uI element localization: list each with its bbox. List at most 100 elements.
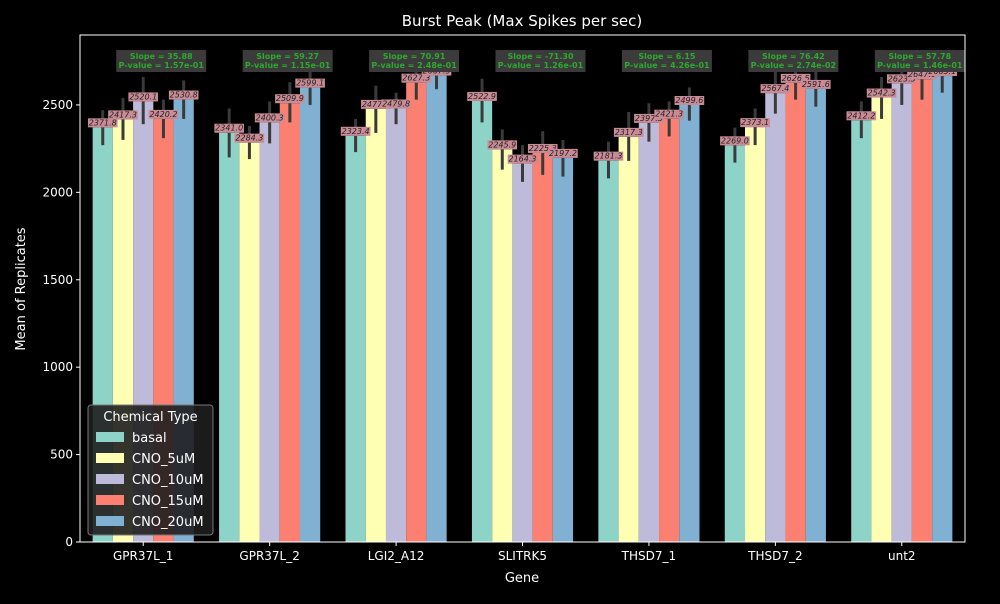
bar-value-label: 2412.2: [847, 111, 875, 120]
y-tick-label: 500: [50, 448, 73, 462]
annotation-text: P-value = 4.26e-01: [624, 61, 710, 70]
bar-value-label: 2420.2: [149, 110, 177, 119]
bar-label-box: [467, 91, 497, 101]
bar-value-label: 2479.8: [382, 99, 410, 108]
bar: [426, 75, 447, 542]
bar: [765, 93, 786, 543]
legend-label: CNO_20uM: [132, 515, 204, 530]
bar-label-box: [234, 133, 265, 143]
bar-value-label: 2530.8: [170, 91, 198, 100]
bar-label-box: [507, 154, 538, 164]
annotation-box: [621, 50, 712, 72]
bar-label-box: [254, 113, 285, 123]
bar: [932, 76, 953, 542]
y-tick-label: 1500: [42, 273, 73, 287]
bar-label-box: [866, 88, 897, 98]
bar-value-label: 2181.3: [594, 152, 622, 161]
bar-label-box: [846, 111, 877, 121]
legend-swatch: [96, 432, 124, 442]
bar-value-label: 2341.0: [215, 124, 243, 133]
annotation-text: Slope = -71.30: [507, 52, 573, 61]
bar: [345, 135, 366, 542]
bar-value-label: 2400.3: [256, 113, 284, 122]
annotation-text: Slope = 6.15: [638, 52, 696, 61]
bar-value-label: 2417.3: [109, 110, 137, 119]
bar-value-label: 2599.1: [296, 79, 324, 88]
bar-value-label: 2284.3: [235, 134, 263, 143]
bar-label-box: [108, 110, 138, 120]
bar-value-label: 2627.3: [402, 74, 430, 83]
legend-label: basal: [132, 431, 167, 446]
bar: [638, 122, 660, 542]
bar-label-box: [613, 127, 644, 137]
bar-value-label: 2371.8: [89, 118, 117, 127]
bar-label-box: [401, 73, 432, 83]
y-tick-label: 2500: [42, 98, 73, 112]
y-axis-label: Mean of Replicates: [14, 227, 29, 350]
bar-value-label: 2397.3: [635, 114, 663, 123]
annotation-text: P-value = 2.48e-01: [371, 61, 457, 70]
annotation-text: Slope = 76.42: [762, 52, 825, 61]
bar-value-label: 2477.4: [362, 100, 390, 109]
bar-value-label: 2317.3: [615, 128, 643, 137]
bar: [598, 160, 619, 542]
annotation-box: [242, 50, 333, 72]
bar-label-box: [214, 123, 244, 133]
bar-label-box: [780, 73, 811, 83]
bar-value-label: 2323.4: [342, 127, 370, 136]
legend-swatch: [96, 474, 124, 484]
y-tick-label: 2000: [42, 185, 73, 199]
legend-label: CNO_5uM: [132, 452, 195, 467]
y-tick-label: 1000: [42, 360, 73, 374]
bar-label-box: [740, 118, 770, 128]
bar: [219, 132, 240, 542]
chart-title: Burst Peak (Max Spikes per sec): [402, 12, 642, 30]
bar: [911, 79, 933, 542]
bar-value-label: 2520.1: [129, 92, 157, 101]
bar: [891, 83, 912, 542]
legend-label: CNO_15uM: [132, 494, 204, 509]
bar-value-label: 2647.0: [908, 70, 936, 79]
annotation-text: Slope = 70.91: [383, 52, 446, 61]
bar-value-label: 2197.2: [549, 149, 577, 158]
bar-value-label: 2373.1: [741, 118, 769, 127]
bar-label-box: [87, 118, 118, 128]
bar: [785, 82, 806, 543]
x-tick-label: LGI2_A12: [368, 549, 425, 563]
bar-label-box: [361, 99, 391, 109]
legend-title: Chemical Type: [103, 410, 197, 425]
bar: [279, 103, 300, 542]
bar: [239, 142, 260, 542]
bar-label-box: [720, 136, 750, 146]
x-tick-label: GPR37L_2: [239, 549, 299, 563]
bar-value-label: 2225.3: [529, 144, 557, 153]
annotation-box: [369, 50, 460, 72]
bar-label-box: [886, 74, 917, 84]
bar: [805, 88, 826, 543]
bar: [512, 163, 533, 542]
bar-value-label: 2499.6: [675, 96, 703, 105]
bar-label-box: [381, 99, 411, 109]
legend-swatch: [96, 453, 124, 463]
bar: [406, 82, 427, 543]
bar-label-box: [128, 92, 159, 102]
annotation-text: Slope = 35.88: [130, 52, 193, 61]
legend-label: CNO_10uM: [132, 473, 204, 488]
x-tick-label: SLITRK5: [498, 549, 547, 563]
x-tick-label: THSD7_1: [621, 549, 676, 563]
bar-value-label: 2522.9: [468, 92, 496, 101]
bar-label-box: [654, 109, 684, 119]
annotation-box: [748, 50, 839, 72]
annotation-text: Slope = 57.78: [888, 52, 951, 61]
bar: [871, 97, 892, 542]
bar: [679, 105, 700, 542]
annotation-box: [116, 50, 207, 72]
bar: [299, 87, 321, 542]
bar-label-box: [801, 79, 831, 89]
bar-value-label: 2269.0: [721, 136, 749, 145]
bar-value-label: 2567.4: [761, 84, 789, 93]
bar: [659, 118, 680, 542]
bar-label-box: [548, 148, 578, 158]
